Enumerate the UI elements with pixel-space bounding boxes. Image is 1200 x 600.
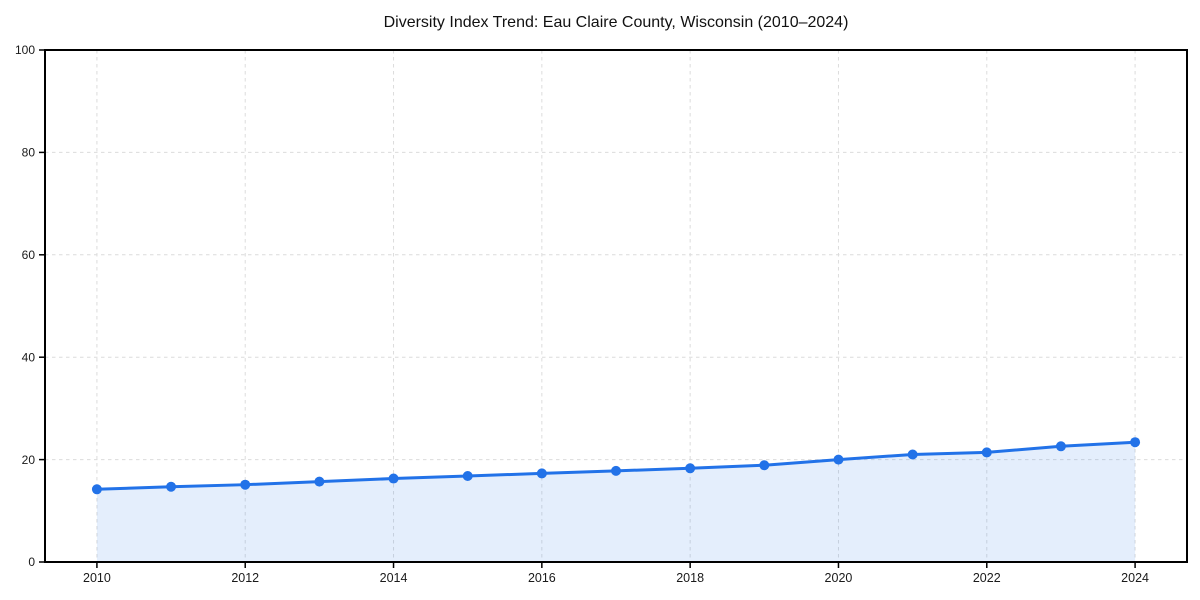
area-fill (96, 442, 1136, 562)
y-tick-label-100: 100 (15, 43, 35, 57)
data-point-2013 (314, 476, 325, 487)
x-tick-label-2014: 2014 (380, 571, 408, 585)
data-point-2012 (240, 479, 251, 490)
data-point-2017 (611, 465, 621, 476)
y-tick-label-40: 40 (22, 350, 36, 364)
data-point-2016 (536, 468, 547, 479)
x-tick-label-2024: 2024 (1121, 571, 1149, 585)
data-point-2022 (981, 447, 992, 458)
data-point-2021 (907, 449, 918, 460)
data-point-2020 (833, 454, 844, 465)
y-tick-label-80: 80 (22, 146, 36, 160)
data-point-2024 (1130, 437, 1141, 448)
x-tick-label-2010: 2010 (83, 571, 111, 585)
chart-title: Diversity Index Trend: Eau Claire County… (383, 14, 849, 31)
plot-border (44, 49, 1188, 563)
data-point-2023 (1055, 441, 1066, 452)
data-point-2010 (91, 484, 102, 495)
y-tick-label-20: 20 (22, 453, 36, 467)
x-tick-label-2012: 2012 (231, 571, 259, 585)
x-tick-label-2022: 2022 (973, 571, 1001, 585)
data-point-2018 (685, 463, 696, 474)
data-point-2014 (388, 473, 399, 484)
data-point-2015 (462, 470, 473, 481)
y-tick-label-0: 0 (28, 555, 35, 569)
data-point-2011 (166, 481, 177, 492)
data-point-2019 (759, 460, 770, 471)
x-tick-label-2016: 2016 (528, 571, 556, 585)
x-tick-label-2018: 2018 (676, 571, 704, 585)
y-tick-label-60: 60 (22, 248, 36, 262)
x-tick-label-2020: 2020 (825, 571, 853, 585)
